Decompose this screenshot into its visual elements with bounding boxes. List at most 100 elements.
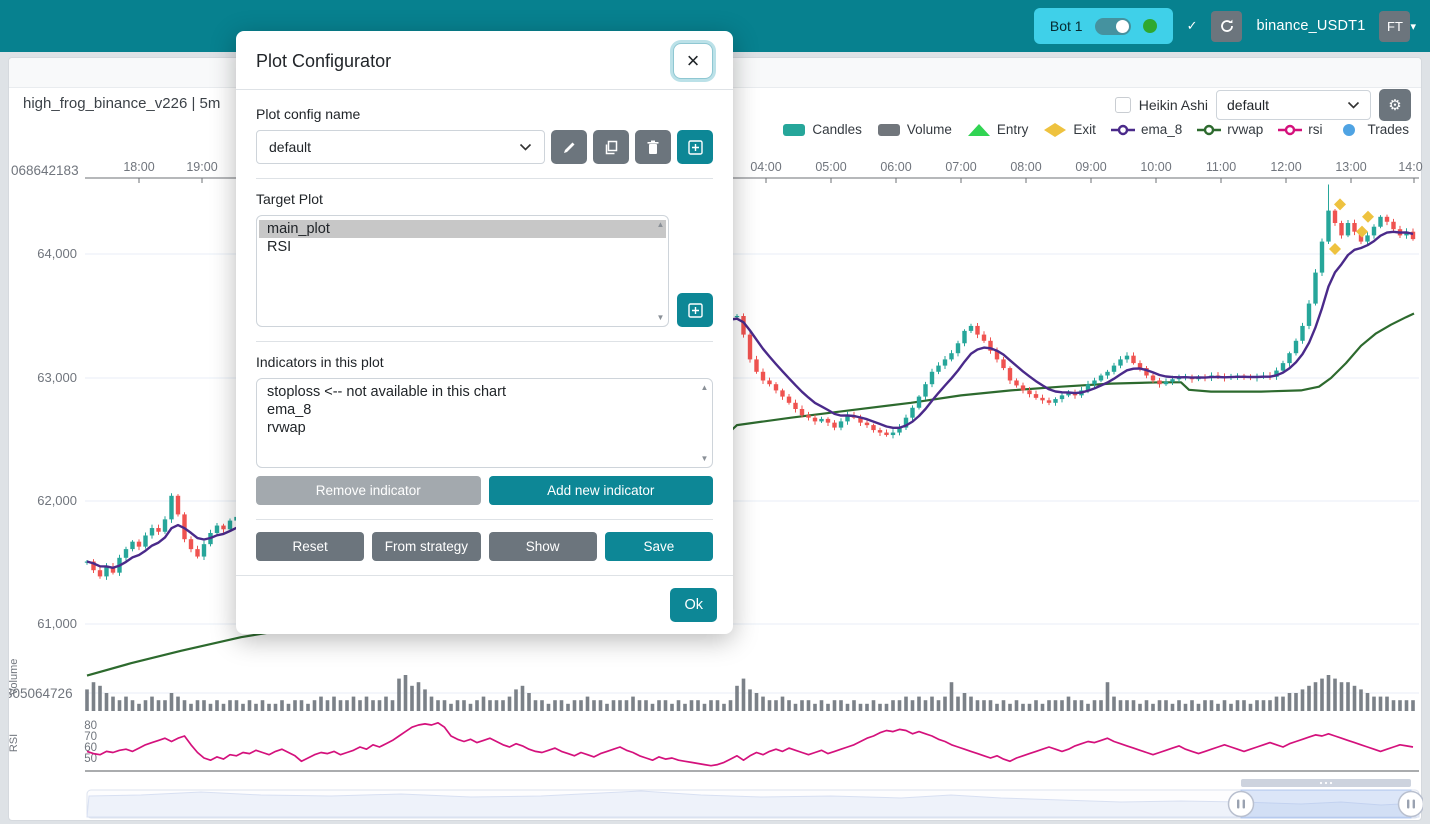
plot-config-name-label: Plot config name [256,106,361,122]
svg-text:Volume: Volume [9,659,20,696]
navigator-handle[interactable] [1227,790,1255,818]
add-config-button[interactable] [677,130,713,164]
svg-text:RSI: RSI [9,734,20,752]
indicator-item[interactable]: rvwap [267,420,306,436]
delete-config-button[interactable] [635,130,671,164]
show-button[interactable]: Show [488,532,597,561]
target-plot-listbox[interactable]: main_plot RSI ▲ ▼ [256,215,669,327]
indicators-listbox[interactable]: stoploss <-- not available in this chart… [256,378,713,468]
close-button[interactable]: × [673,43,713,79]
legend-item-candles[interactable]: Candles [782,122,862,137]
indicator-item[interactable]: stoploss <-- not available in this chart [267,384,506,400]
svg-text:63,000: 63,000 [37,370,77,385]
svg-text:305064726: 305064726 [9,686,73,701]
legend-label: rvwap [1227,122,1264,137]
trash-icon [647,140,659,154]
svg-text:12:00: 12:00 [1270,160,1301,174]
add-new-indicator-button[interactable]: Add new indicator [488,476,713,505]
svg-text:09:00: 09:00 [1075,160,1106,174]
navigator-handle[interactable] [1397,790,1424,818]
heikin-ashi-checkbox[interactable] [1114,97,1131,113]
svg-text:13:00: 13:00 [1335,160,1366,174]
svg-text:19:00: 19:00 [186,160,217,174]
volume-legend-icon [877,123,900,136]
navigator-selected-range[interactable] [1240,789,1412,819]
refresh-icon [1221,19,1233,32]
legend-item-trades[interactable]: Trades [1337,122,1409,137]
listbox-scrollbar[interactable]: ▲ ▼ [700,383,709,463]
legend-item-rvwap[interactable]: rvwap [1197,122,1263,137]
chart-legend: Candles Volume Entry Exit ema_8 rvwap rsi Trade… [782,122,1409,137]
svg-text:61,000: 61,000 [37,616,77,631]
legend-label: ema_8 [1140,122,1183,137]
legend-label: Entry [996,122,1029,137]
remove-indicator-button[interactable]: Remove indicator [256,476,481,505]
divider [256,178,713,179]
add-subplot-button[interactable] [677,293,713,327]
pencil-icon [563,142,574,153]
svg-text:08:00: 08:00 [1010,160,1041,174]
plot-config-selected-value: default [1227,97,1270,113]
legend-label: Trades [1367,122,1409,137]
svg-text:50: 50 [84,753,97,765]
check-icon: ✓ [1186,18,1198,33]
rsi-legend-icon [1278,124,1303,135]
target-plot-item[interactable]: main_plot [259,220,666,238]
target-plot-item[interactable]: RSI [267,239,292,255]
plot-config-name-select[interactable]: default [256,130,545,164]
plot-configurator-modal: Plot Configurator × Plot config name def… [236,31,733,634]
svg-text:06:00: 06:00 [880,160,911,174]
bot-enabled-toggle[interactable] [1094,17,1131,35]
modal-title: Plot Configurator [256,50,392,71]
candles-legend-icon [783,123,806,136]
ok-button[interactable]: Ok [670,588,717,622]
legend-item-ema_8[interactable]: ema_8 [1110,122,1183,137]
legend-label: Candles [812,122,862,137]
legend-label: Volume [906,122,952,137]
svg-text:07:00: 07:00 [945,160,976,174]
legend-item-rsi[interactable]: rsi [1278,122,1322,137]
heikin-ashi-label: Heikin Ashi [1138,97,1208,113]
plot-config-select[interactable]: default [1216,90,1371,120]
svg-text:10:00: 10:00 [1140,160,1171,174]
refresh-button[interactable] [1211,10,1243,42]
entry-legend-icon [967,123,990,136]
plus-square-icon [687,302,703,318]
svg-text:05:00: 05:00 [815,160,846,174]
plot-settings-button[interactable]: ⚙ [1379,89,1411,121]
target-plot-label: Target Plot [256,191,323,207]
legend-item-exit[interactable]: Exit [1043,122,1096,137]
chevron-down-icon [1347,101,1360,109]
avatar[interactable]: FT [1379,10,1411,42]
legend-item-volume[interactable]: Volume [877,122,952,137]
svg-text:068642183: 068642183 [11,163,79,178]
plot-config-name-value: default [269,139,312,155]
exit-legend-icon [1044,122,1067,137]
connected-bot-name: binance_USDT1 [1256,18,1366,34]
rename-config-button[interactable] [551,130,587,164]
indicator-item[interactable]: ema_8 [267,402,312,418]
gear-icon: ⚙ [1388,97,1402,114]
bot-name-label: Bot 1 [1049,18,1083,34]
chevron-down-icon [519,143,532,151]
legend-item-entry[interactable]: Entry [967,122,1029,137]
bot-selector[interactable]: Bot 1 [1033,8,1173,44]
save-button[interactable]: Save [604,532,713,561]
avatar-caret-icon[interactable]: ▾ [1410,20,1416,33]
svg-text:04:00: 04:00 [750,160,781,174]
legend-label: rsi [1308,122,1323,137]
svg-text:14:00: 14:00 [1398,160,1423,174]
svg-text:70: 70 [84,731,97,743]
from-strategy-button[interactable]: From strategy [372,532,481,561]
legend-label: Exit [1073,122,1096,137]
chart-pane-title: high_frog_binance_v226 | 5m [23,95,221,112]
reset-button[interactable]: Reset [256,532,365,561]
svg-text:80: 80 [84,720,97,732]
divider [256,519,713,520]
rvwap-legend-icon [1197,124,1222,135]
svg-text:18:00: 18:00 [123,160,154,174]
svg-text:64,000: 64,000 [37,246,77,261]
duplicate-config-button[interactable] [593,130,629,164]
listbox-scrollbar[interactable]: ▲ ▼ [656,220,665,322]
svg-text:11:00: 11:00 [1206,160,1236,174]
